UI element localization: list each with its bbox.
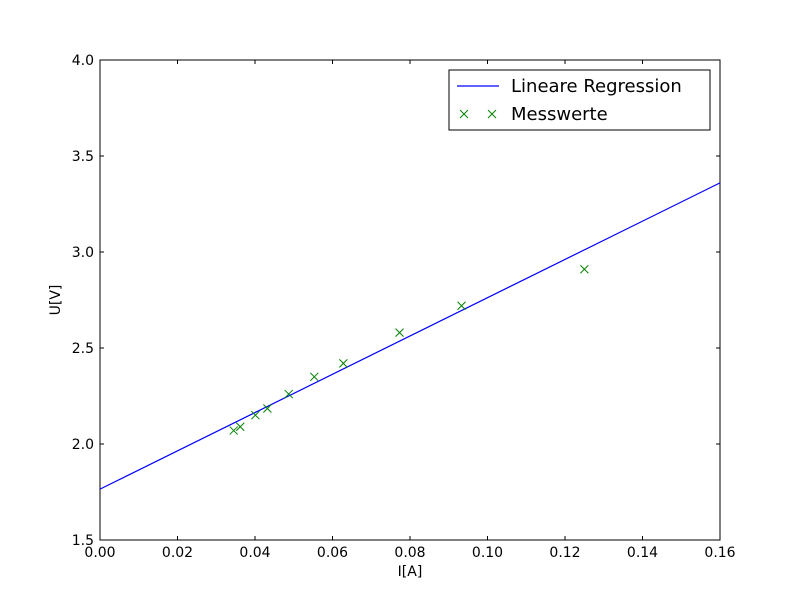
data-point-marker: [338, 359, 348, 368]
marker-stroke: [457, 301, 466, 311]
legend-label: Messwerte: [511, 104, 608, 125]
marker-stroke: [395, 328, 404, 337]
marker-stroke: [338, 359, 348, 368]
marker-stroke: [263, 404, 272, 413]
x-tick-label: 0.08: [394, 545, 425, 561]
data-point-marker: [235, 422, 245, 432]
marker-stroke: [459, 109, 469, 119]
data-point-marker: [395, 328, 404, 337]
x-tick-label: 0.00: [84, 545, 115, 561]
marker-stroke: [284, 389, 294, 399]
data-point-marker: [580, 264, 589, 274]
y-tick-label: 1.5: [72, 533, 94, 549]
y-tick-label: 2.5: [72, 341, 94, 357]
data-point-marker: [309, 372, 319, 382]
y-tick-label: 4.0: [72, 53, 94, 69]
legend: Lineare Regression Messwerte: [448, 69, 711, 131]
y-tick-label: 3.5: [72, 149, 94, 165]
data-point-marker: [263, 404, 272, 413]
x-tick-label: 0.10: [472, 545, 503, 561]
marker-stroke: [580, 264, 589, 274]
x-tick-label: 0.14: [627, 545, 658, 561]
regression-line: [100, 182, 720, 490]
marker-stroke: [487, 109, 497, 119]
x-tick-label: 0.04: [239, 545, 270, 561]
data-point-marker: [251, 410, 260, 420]
marker-stroke: [235, 422, 245, 432]
marker-stroke: [251, 410, 260, 420]
x-tick-label: 0.16: [704, 545, 735, 561]
data-point-marker: [229, 426, 239, 435]
x-tick-label: 0.06: [317, 545, 348, 561]
y-tick-label: 3.0: [72, 245, 94, 261]
y-tick-label: 2.0: [72, 437, 94, 453]
x-tick-label: 0.02: [162, 545, 193, 561]
data-point-marker: [457, 301, 466, 311]
axes: 0.00 0.02 0.04 0.06 0.08 0.10 0.12 0.14 0.16 1.5 2…: [48, 53, 736, 580]
y-axis-label: U[V]: [48, 285, 64, 316]
data-point-marker: [284, 389, 294, 399]
x-tick-label: 0.12: [549, 545, 580, 561]
legend-marker-swatch: [459, 109, 469, 119]
marker-stroke: [229, 426, 239, 435]
x-axis-label: I[A]: [398, 564, 423, 580]
legend-box: [448, 69, 711, 131]
legend-label: Lineare Regression: [511, 76, 682, 97]
legend-marker-swatch: [487, 109, 497, 119]
plot-area: [100, 182, 720, 490]
marker-stroke: [309, 372, 319, 382]
plot-frame: [99, 59, 721, 541]
